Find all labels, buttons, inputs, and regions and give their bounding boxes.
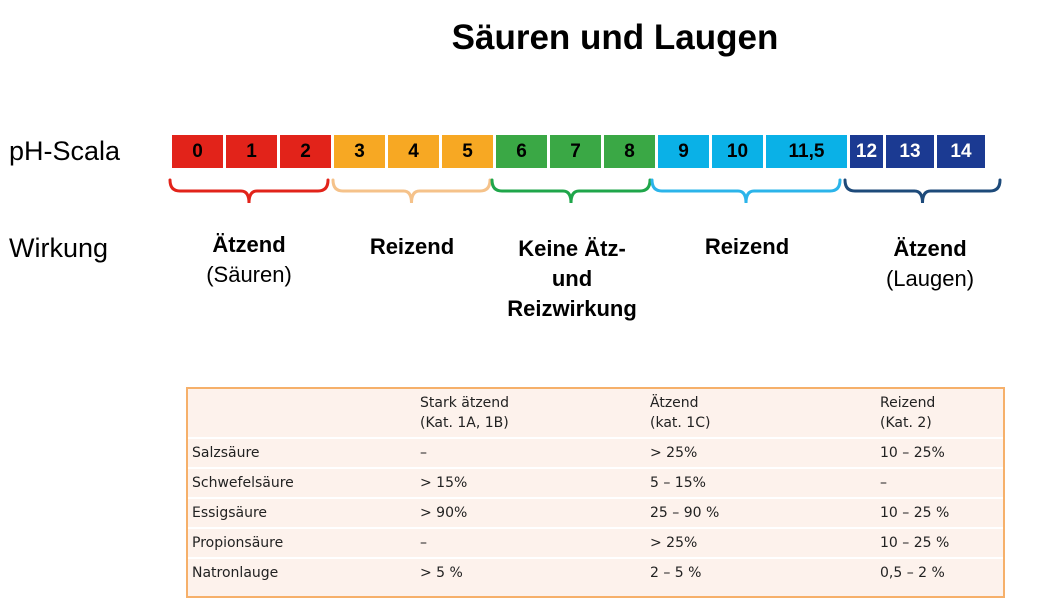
ph-cell: 13	[886, 135, 934, 168]
curly-bracket	[331, 178, 492, 204]
ph-cell: 4	[388, 135, 439, 168]
ph-cell: 5	[442, 135, 493, 168]
curly-bracket	[490, 178, 652, 204]
effect-subtitle: (Säuren)	[206, 262, 292, 287]
value-cell: > 15%	[416, 467, 646, 498]
value-cell: > 90%	[416, 497, 646, 528]
effect-label: Wirkung	[9, 233, 109, 263]
ph-scale-label: pH-Scala	[9, 136, 121, 166]
curly-bracket	[843, 178, 1002, 204]
effect-label: Ätzend (Säuren)	[170, 230, 328, 290]
ph-cell: 8	[604, 135, 655, 168]
value-cell: 2 – 5 %	[646, 557, 876, 587]
effect-label: Ätzend (Laugen)	[845, 234, 1015, 294]
value-cell: > 5 %	[416, 557, 646, 587]
table-row: Propionsäure – > 25% 10 – 25 %	[188, 527, 1003, 558]
value-cell: –	[416, 527, 646, 558]
value-cell: > 25%	[646, 437, 876, 468]
effect-label: Reizend	[652, 232, 842, 262]
table-header-cell: Ätzend (kat. 1C)	[650, 395, 711, 431]
ph-cell: 6	[496, 135, 547, 168]
ph-scale-bar: 0 1 2 3 4 5 6 7 8 9 10 11,5 12 13 14	[172, 135, 988, 168]
value-cell: 10 – 25%	[876, 437, 1003, 468]
ph-cell: 12	[850, 135, 883, 168]
ph-cell: 7	[550, 135, 601, 168]
table-row: Essigsäure > 90% 25 – 90 % 10 – 25 %	[188, 497, 1003, 528]
effect-title: Reizend	[369, 234, 455, 259]
table-header-cell: Reizend (Kat. 2)	[880, 395, 936, 431]
curly-bracket	[650, 178, 842, 204]
value-cell: 5 – 15%	[646, 467, 876, 498]
ph-cell: 2	[280, 135, 331, 168]
page-title: Säuren und Laugen	[451, 18, 779, 57]
value-cell: > 25%	[646, 527, 876, 558]
table-header-row: Stark ätzend (Kat. 1A, 1B) Ätzend (kat. 1C…	[188, 389, 1003, 438]
ph-cell: 10	[712, 135, 763, 168]
effect-title: Ätzend	[893, 236, 967, 261]
table-row: Natronlauge > 5 % 2 – 5 % 0,5 – 2 %	[188, 557, 1003, 587]
substance-cell: Salzsäure	[188, 437, 416, 468]
effect-label: Keine Ätz- und Reizwirkung	[497, 234, 647, 324]
value-cell: 10 – 25 %	[876, 497, 1003, 528]
ph-cell: 1	[226, 135, 277, 168]
substance-cell: Propionsäure	[188, 527, 416, 558]
substance-cell: Schwefelsäure	[188, 467, 416, 498]
table-header-cell	[188, 389, 416, 438]
ph-cell: 3	[334, 135, 385, 168]
value-cell: –	[416, 437, 646, 468]
effect-label: Reizend	[333, 232, 491, 262]
concentration-table-panel: Stark ätzend (Kat. 1A, 1B) Ätzend (kat. 1C…	[186, 387, 1005, 598]
value-cell: 10 – 25 %	[876, 527, 1003, 558]
effect-title: Keine Ätz- und Reizwirkung	[507, 236, 637, 321]
ph-cell: 9	[658, 135, 709, 168]
value-cell: 25 – 90 %	[646, 497, 876, 528]
ph-cell: 11,5	[766, 135, 847, 168]
value-cell: –	[876, 467, 1003, 498]
group-brackets	[168, 178, 1002, 204]
ph-cell: 14	[937, 135, 985, 168]
substance-cell: Natronlauge	[188, 557, 416, 587]
table-row: Salzsäure – > 25% 10 – 25%	[188, 437, 1003, 468]
effect-title: Reizend	[704, 234, 790, 259]
table-row: Schwefelsäure > 15% 5 – 15% –	[188, 467, 1003, 498]
effect-title: Ätzend	[212, 232, 286, 257]
ph-cell: 0	[172, 135, 223, 168]
concentration-table: Stark ätzend (Kat. 1A, 1B) Ätzend (kat. 1C…	[188, 389, 1003, 587]
table-header-cell: Stark ätzend (Kat. 1A, 1B)	[420, 395, 510, 431]
value-cell: 0,5 – 2 %	[876, 557, 1003, 587]
curly-bracket	[168, 178, 330, 204]
substance-cell: Essigsäure	[188, 497, 416, 528]
effect-subtitle: (Laugen)	[885, 266, 975, 291]
